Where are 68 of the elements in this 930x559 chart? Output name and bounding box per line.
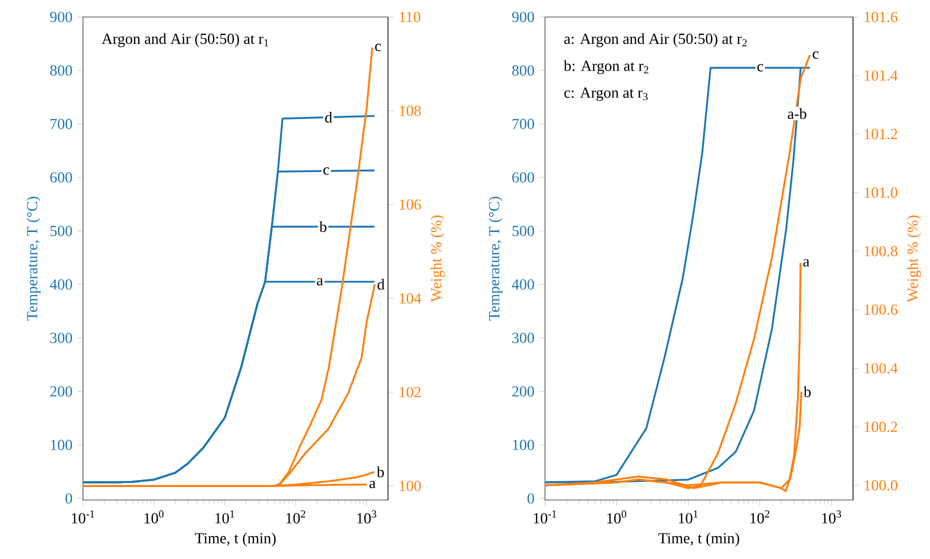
series-label: a (369, 480, 376, 488)
y-tick-label: 200 (512, 386, 534, 397)
y2-tick-label: 101.4 (864, 70, 898, 81)
series-label: c (375, 44, 381, 52)
series-label: b (319, 221, 326, 232)
y-tick-label: 0 (66, 493, 72, 504)
y-tick-label: 0 (528, 493, 534, 504)
annotation: b: Argon at r$_{2}$ (564, 60, 648, 74)
series-label: b (804, 386, 811, 398)
y2-tick-label: 100.2 (864, 422, 898, 432)
y-tick-label: 300 (512, 332, 534, 344)
y-tick-label: 200 (50, 386, 72, 397)
y2-tick-label: 100.8 (864, 246, 898, 256)
y2-tick-label: 100.4 (864, 363, 898, 374)
annotation: a: Argon and Air (50:50) at r$_{2}$ (564, 33, 747, 48)
y2-tick-label: 102 (400, 386, 421, 398)
y2-tick-label: 108 (400, 106, 421, 116)
y-tick-label: 900 (50, 12, 72, 22)
series-label: d (378, 278, 385, 290)
series-label: b (376, 466, 384, 478)
x-tick-label: 10$^{3}$ (357, 510, 376, 524)
y2-tick-label: 101.2 (864, 128, 898, 140)
y-tick-label: 600 (512, 172, 534, 183)
y2-tick-label: 101.6 (864, 12, 898, 22)
x-axis-title: Time, t (min) (194, 532, 276, 547)
series-label: c (812, 51, 818, 59)
series-label: c (323, 167, 330, 175)
x-tick-label: 10$^{3}$ (822, 510, 842, 524)
y-tick-label: 500 (512, 226, 534, 236)
y2-tick-label: 110 (400, 12, 420, 22)
x-tick-label: 10$^{2}$ (286, 510, 306, 524)
y-axis-title: Temperature, T (°C) (26, 196, 40, 321)
y-tick-label: 600 (50, 172, 72, 183)
x-tick-label: 10$^{2}$ (750, 510, 770, 524)
y-tick-label: 500 (50, 226, 72, 236)
series-label: a (316, 278, 324, 286)
y2-tick-label: 100 (400, 480, 421, 492)
x-tick-label: 10$^{0}$ (607, 510, 626, 524)
x-axis-title: Time, t (min) (658, 532, 740, 547)
x-tick-label: 10$^{-1}$ (534, 510, 556, 524)
y-axis-title: Temperature, T (°C) (488, 196, 502, 321)
annotation: c: Argon at r$_{3}$ (564, 88, 648, 101)
y-tick-label: 800 (50, 65, 72, 76)
y2-tick-label: 104 (400, 293, 422, 304)
y-tick-label: 900 (512, 12, 534, 22)
y-tick-label: 400 (50, 279, 72, 290)
y-tick-label: 100 (50, 440, 72, 450)
y-tick-label: 300 (50, 332, 72, 344)
annotation: Argon and Air (50:50) at r$_{1}$ (102, 33, 268, 48)
x-tick-label: 10$^{-1}$ (72, 510, 94, 524)
y2-tick-label: 101.0 (864, 187, 898, 198)
y-tick-label: 100 (512, 440, 534, 450)
y-tick-label: 800 (512, 65, 534, 76)
y2-tick-label: 106 (400, 199, 421, 210)
series-label: a (803, 259, 810, 267)
series-label: c (757, 64, 764, 72)
y-tick-label: 700 (50, 118, 72, 130)
y2-tick-label: 100.0 (864, 480, 898, 491)
y-tick-label: 400 (512, 279, 534, 290)
series-label: d (325, 112, 332, 123)
x-tick-label: 10$^{1}$ (215, 510, 234, 524)
y2-axis-title: Weight % (%) (430, 216, 445, 302)
x-tick-label: 10$^{1}$ (678, 510, 698, 524)
y-tick-label: 700 (512, 118, 534, 130)
y2-axis-title: Weight % (%) (907, 216, 922, 302)
x-tick-label: 10$^{0}$ (144, 510, 164, 524)
y2-tick-label: 100.6 (864, 304, 898, 315)
series-label: a-b (788, 108, 806, 119)
